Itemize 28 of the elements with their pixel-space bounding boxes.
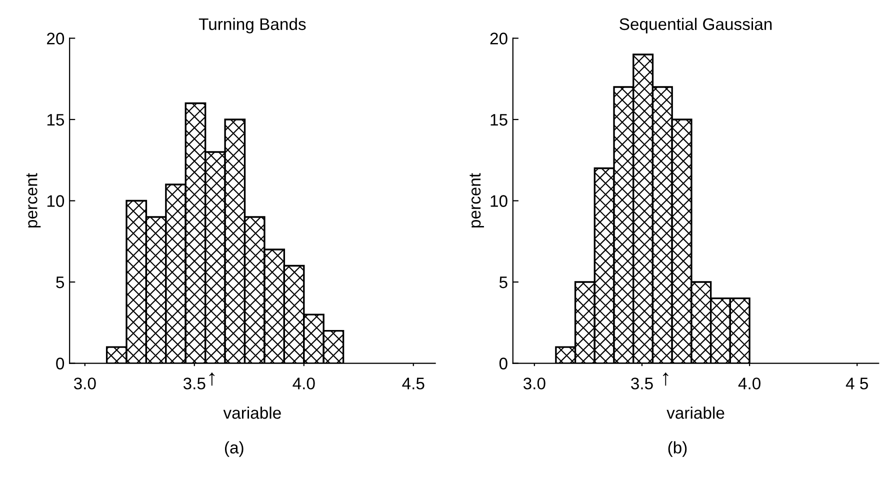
x-tick-label: 3.5 <box>183 378 206 390</box>
x-tick-label: 4 5 <box>846 378 868 390</box>
annotation: ↑ <box>663 372 668 386</box>
x-tick-label: 4.0 <box>292 378 315 390</box>
x-tick-label: 4.5 <box>402 378 424 390</box>
x-tick-label: 4.0 <box>738 378 760 390</box>
y-tick-label: 5 <box>56 276 64 288</box>
y-axis-title: percent <box>470 173 484 228</box>
x-tick-label: 3.0 <box>523 378 546 390</box>
y-tick-label: 15 <box>47 114 64 126</box>
y-tick-label: 5 <box>499 276 508 288</box>
chart-title: Turning Bands <box>198 18 306 34</box>
y-tick-label: 20 <box>47 32 64 44</box>
chart-title: Sequential Gaussian <box>620 18 772 34</box>
y-tick-label: 0 <box>56 358 64 370</box>
y-tick-label: 10 <box>47 195 64 207</box>
x-axis-title: variable <box>666 406 724 419</box>
x-tick-label: 3.5 <box>631 378 653 390</box>
y-tick-label: 10 <box>490 195 508 207</box>
text: (b) <box>668 441 687 457</box>
y-tick-label: 0 <box>499 358 508 370</box>
y-tick-label: 15 <box>490 114 508 126</box>
x-axis-title: variable <box>223 406 281 419</box>
y-axis-title: percent <box>26 173 41 228</box>
y-tick-label: 20 <box>490 32 508 44</box>
text: (a) <box>225 441 244 457</box>
x-tick-label: 3.0 <box>74 378 96 390</box>
annotation: ↑ <box>209 372 215 386</box>
